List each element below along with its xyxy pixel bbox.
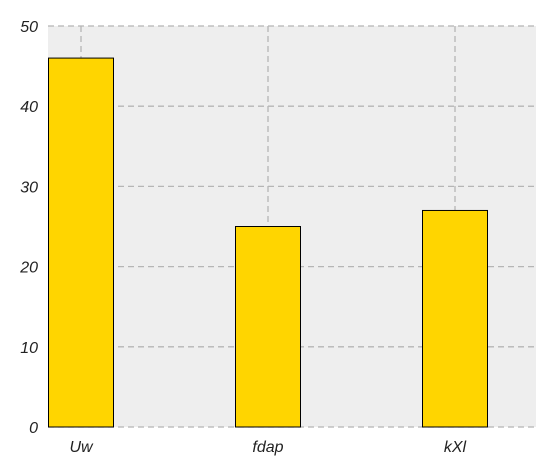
bar-2	[422, 209, 488, 428]
y-axis-ticks: 0 10 20 30 40 50	[19, 19, 38, 437]
bar-0	[48, 57, 114, 428]
y-tick-label: 20	[19, 260, 38, 277]
y-tick-label: 40	[20, 99, 38, 116]
bar-1	[235, 226, 301, 428]
x-axis-ticks: Uw fdap kXl	[69, 439, 466, 456]
y-tick-label: 0	[29, 420, 38, 437]
y-tick-label: 50	[20, 19, 38, 36]
x-tick-label: kXl	[444, 439, 467, 456]
bars	[48, 57, 488, 428]
y-tick-label: 30	[20, 179, 38, 196]
x-tick-label: Uw	[69, 439, 94, 456]
x-tick-label: fdap	[252, 439, 283, 456]
y-tick-label: 10	[20, 340, 38, 357]
